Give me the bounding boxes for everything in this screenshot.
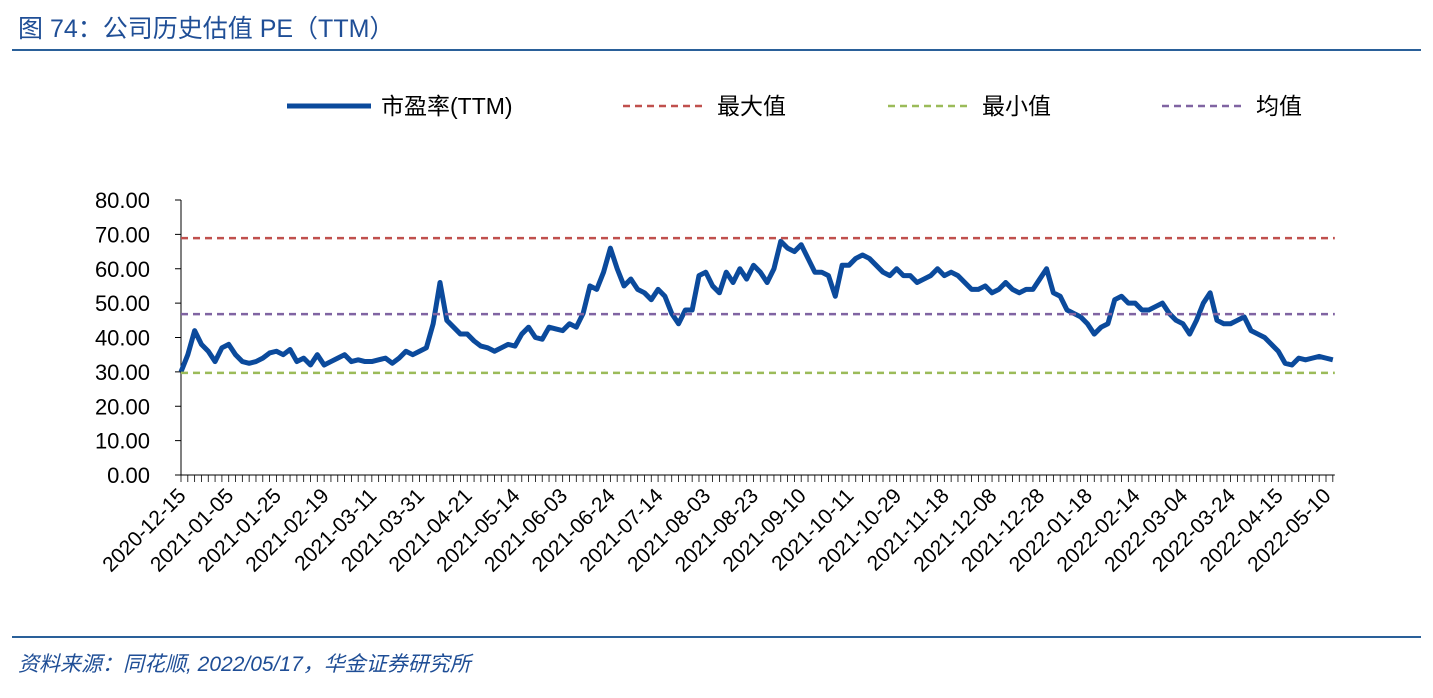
y-tick-label: 10.00 (95, 429, 150, 454)
legend-label: 最小值 (982, 93, 1051, 119)
legend-label: 市盈率(TTM) (381, 93, 513, 119)
y-tick-label: 80.00 (95, 188, 150, 213)
y-tick-label: 50.00 (95, 291, 150, 316)
data-line (178, 238, 1334, 373)
source-note: 资料来源：同花顺, 2022/05/17，华金证券研究所 (18, 653, 474, 676)
y-tick-label: 0.00 (107, 463, 150, 488)
y-tick-label: 70.00 (95, 222, 150, 247)
legend-label: 最大值 (717, 93, 786, 119)
y-tick-label: 20.00 (95, 394, 150, 419)
y-tick-label: 30.00 (95, 360, 150, 385)
chart-title: 图 74：公司历史估值 PE（TTM） (18, 15, 394, 43)
y-tick-label: 40.00 (95, 326, 150, 351)
y-tick-label: 60.00 (95, 257, 150, 282)
legend-label: 均值 (1256, 93, 1302, 119)
